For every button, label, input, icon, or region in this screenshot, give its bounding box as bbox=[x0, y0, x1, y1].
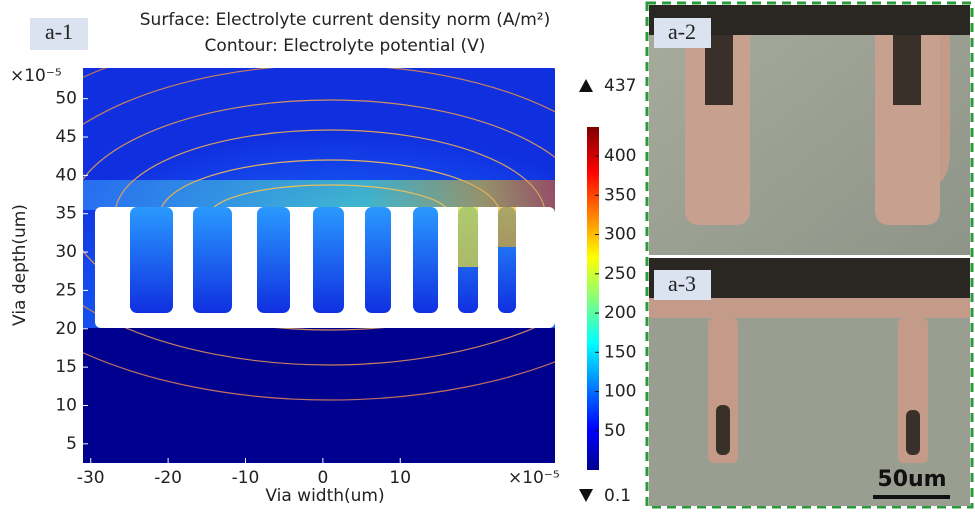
colorbar-tick-label: 50 bbox=[604, 421, 626, 441]
colorbar-tick-label: 200 bbox=[604, 303, 636, 323]
y-tick-label: 50 bbox=[55, 89, 77, 109]
y-tick-label: 25 bbox=[55, 280, 77, 300]
chart-title: Surface: Electrolyte current density nor… bbox=[140, 10, 550, 30]
colorbar-tick-label: 250 bbox=[604, 264, 636, 284]
y-tick-label: 10 bbox=[55, 395, 77, 415]
y-axis-label: Via depth(um) bbox=[10, 204, 30, 326]
photo-frame bbox=[645, 1, 974, 509]
photo-label: a-2 bbox=[668, 19, 696, 44]
photo-label: a-3 bbox=[668, 271, 696, 296]
x-scale-label: ×10⁻⁵ bbox=[508, 468, 560, 488]
y-tick-label: 20 bbox=[55, 319, 77, 339]
colorbar bbox=[587, 127, 599, 470]
y-tick-label: 15 bbox=[55, 357, 77, 377]
y-tick-label: 35 bbox=[55, 204, 77, 224]
chart-subtitle: Contour: Electrolyte potential (V) bbox=[205, 36, 486, 56]
colorbar-tick-label: 350 bbox=[604, 185, 636, 205]
max-marker bbox=[579, 79, 593, 92]
scale-bar-label: 50um bbox=[877, 467, 946, 492]
y-scale-label: ×10⁻⁵ bbox=[10, 66, 62, 86]
colorbar-tick-label: 150 bbox=[604, 342, 636, 362]
colorbar-tick-label: 300 bbox=[604, 225, 636, 245]
colorbar-max: 437 bbox=[604, 76, 636, 96]
x-tick-label: -30 bbox=[77, 468, 105, 488]
y-tick-label: 45 bbox=[55, 127, 77, 147]
y-tick-label: 5 bbox=[66, 434, 77, 454]
panel-label: a-1 bbox=[45, 19, 73, 44]
x-tick-label: 0 bbox=[317, 468, 328, 488]
colorbar-min: 0.1 bbox=[604, 486, 631, 506]
x-tick-label: -10 bbox=[232, 468, 260, 488]
photo bbox=[649, 5, 970, 506]
y-tick-label: 40 bbox=[55, 165, 77, 185]
x-tick-label: -20 bbox=[154, 468, 182, 488]
panel-label-box bbox=[30, 18, 88, 50]
x-tick-label: 10 bbox=[389, 468, 411, 488]
x-axis-label: Via width(um) bbox=[265, 486, 384, 506]
colorbar-tick-label: 100 bbox=[604, 382, 636, 402]
min-marker bbox=[579, 489, 593, 502]
plot-area bbox=[83, 68, 555, 463]
y-tick-label: 30 bbox=[55, 242, 77, 262]
colorbar-tick-label: 400 bbox=[604, 146, 636, 166]
